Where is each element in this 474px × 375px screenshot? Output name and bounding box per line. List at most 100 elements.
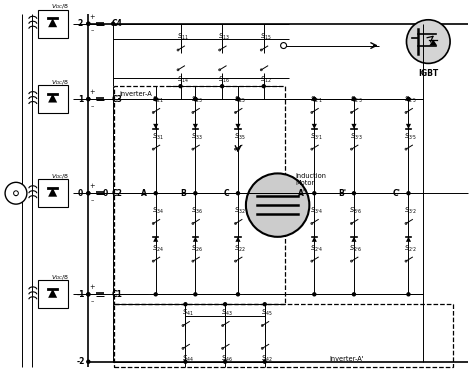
Circle shape <box>87 22 90 25</box>
Polygon shape <box>406 124 411 129</box>
Text: $S_{42}$: $S_{42}$ <box>261 354 273 364</box>
Circle shape <box>87 22 90 25</box>
Polygon shape <box>48 93 57 102</box>
Circle shape <box>179 85 182 88</box>
Polygon shape <box>193 124 198 129</box>
Text: $S_{3'2}$: $S_{3'2}$ <box>404 206 417 216</box>
Circle shape <box>87 98 90 100</box>
Text: A': A' <box>298 189 307 198</box>
Text: $S_{2'3}$: $S_{2'3}$ <box>349 95 362 105</box>
Text: $S_{21}$: $S_{21}$ <box>152 95 164 105</box>
Polygon shape <box>236 124 241 129</box>
Text: $S_{31}$: $S_{31}$ <box>152 132 164 142</box>
Circle shape <box>224 303 227 306</box>
Text: $S_{3'5}$: $S_{3'5}$ <box>404 132 417 142</box>
Text: –: – <box>91 28 94 34</box>
Text: $S_{22}$: $S_{22}$ <box>234 244 246 254</box>
Polygon shape <box>153 237 158 242</box>
Circle shape <box>237 293 239 296</box>
Text: $S_{2'2}$: $S_{2'2}$ <box>404 244 417 254</box>
Text: $S_{44}$: $S_{44}$ <box>182 354 193 364</box>
Text: Inverter-A': Inverter-A' <box>329 356 364 362</box>
Circle shape <box>87 293 90 296</box>
Text: $V_{DC}/8$: $V_{DC}/8$ <box>52 78 70 87</box>
Text: $V_{DC}/8$: $V_{DC}/8$ <box>52 273 70 282</box>
Circle shape <box>313 293 316 296</box>
Text: $S_{3'1}$: $S_{3'1}$ <box>310 132 323 142</box>
Text: C3: C3 <box>112 94 123 104</box>
Text: $S_{45}$: $S_{45}$ <box>261 308 273 318</box>
Text: $S_{3'6}$: $S_{3'6}$ <box>349 206 363 216</box>
Circle shape <box>5 182 27 204</box>
Text: $S_{14}$: $S_{14}$ <box>177 75 188 86</box>
Text: $S_{33}$: $S_{33}$ <box>191 132 203 142</box>
Circle shape <box>237 98 239 100</box>
Circle shape <box>407 20 450 63</box>
Polygon shape <box>312 237 317 242</box>
Circle shape <box>194 98 197 100</box>
Circle shape <box>111 22 115 25</box>
Text: $S_{15}$: $S_{15}$ <box>260 32 272 42</box>
Text: 0: 0 <box>78 189 83 198</box>
Polygon shape <box>351 237 356 242</box>
Circle shape <box>154 98 157 100</box>
Text: $S_{32}$: $S_{32}$ <box>234 206 246 216</box>
Circle shape <box>87 360 90 363</box>
Circle shape <box>281 43 287 48</box>
Circle shape <box>220 85 224 88</box>
Circle shape <box>407 293 410 296</box>
Bar <box>38 280 67 308</box>
Text: –: – <box>91 103 94 109</box>
Bar <box>38 10 67 38</box>
Polygon shape <box>153 124 158 129</box>
Text: $S_{25}$: $S_{25}$ <box>234 95 246 105</box>
Text: C': C' <box>392 189 401 198</box>
Text: 2: 2 <box>78 19 83 28</box>
Circle shape <box>184 303 187 306</box>
Text: 0: 0 <box>103 189 108 198</box>
Circle shape <box>313 98 316 100</box>
Circle shape <box>237 98 239 100</box>
Text: $S_{41}$: $S_{41}$ <box>182 308 193 318</box>
Text: B: B <box>181 189 186 198</box>
Circle shape <box>194 293 197 296</box>
Text: $S_{2'4}$: $S_{2'4}$ <box>310 244 323 254</box>
Circle shape <box>353 192 356 195</box>
Circle shape <box>224 360 227 363</box>
Text: -1: -1 <box>76 290 84 299</box>
Circle shape <box>87 293 90 296</box>
Polygon shape <box>429 40 437 45</box>
Text: $S_{11}$: $S_{11}$ <box>177 32 188 42</box>
Text: 1: 1 <box>78 94 83 104</box>
Text: $S_{26}$: $S_{26}$ <box>191 244 203 254</box>
Text: $V_{DC}/8$: $V_{DC}/8$ <box>52 172 70 181</box>
Text: $S_{34}$: $S_{34}$ <box>152 206 164 216</box>
Circle shape <box>313 192 316 195</box>
Polygon shape <box>48 18 57 27</box>
Text: C4: C4 <box>112 19 123 28</box>
Text: Induction
Motor: Induction Motor <box>295 173 327 186</box>
Text: +: + <box>90 14 95 20</box>
Circle shape <box>407 98 410 100</box>
Circle shape <box>154 192 157 195</box>
Polygon shape <box>48 289 57 298</box>
Text: $S_{3'4}$: $S_{3'4}$ <box>310 206 323 216</box>
Text: B': B' <box>338 189 346 198</box>
Circle shape <box>154 98 157 100</box>
Polygon shape <box>236 237 241 242</box>
Circle shape <box>353 98 356 100</box>
Text: C: C <box>223 189 229 198</box>
Text: $S_{24}$: $S_{24}$ <box>152 244 164 254</box>
Bar <box>114 86 284 304</box>
Circle shape <box>313 98 316 100</box>
Text: +: + <box>90 284 95 290</box>
Circle shape <box>353 98 356 100</box>
Text: A: A <box>141 189 147 198</box>
Bar <box>38 85 67 113</box>
Text: $S_{2'1}$: $S_{2'1}$ <box>310 95 323 105</box>
Text: $S_{46}$: $S_{46}$ <box>221 354 233 364</box>
Text: $S_{2'5}$: $S_{2'5}$ <box>404 95 417 105</box>
Text: $S_{3'3}$: $S_{3'3}$ <box>349 132 362 142</box>
Circle shape <box>263 360 266 363</box>
Circle shape <box>194 98 197 100</box>
